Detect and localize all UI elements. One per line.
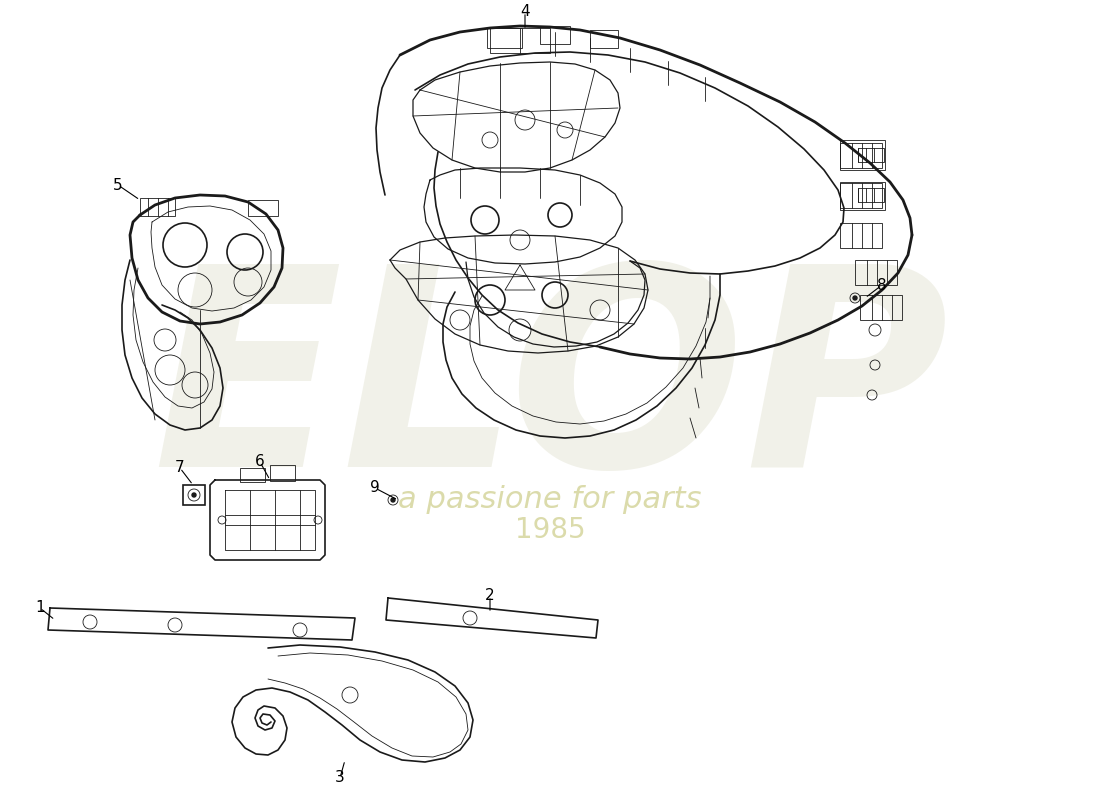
Text: a passione for parts: a passione for parts bbox=[398, 486, 702, 514]
Bar bbox=[858, 148, 884, 162]
Text: 1: 1 bbox=[35, 601, 45, 615]
Text: 8: 8 bbox=[877, 278, 887, 293]
Text: 4: 4 bbox=[520, 5, 530, 19]
Bar bbox=[270, 465, 295, 481]
Bar bbox=[240, 468, 265, 482]
Text: ELOP: ELOP bbox=[152, 255, 948, 525]
Text: 7: 7 bbox=[175, 461, 185, 475]
Bar bbox=[855, 260, 896, 285]
Bar bbox=[183, 485, 205, 505]
Circle shape bbox=[852, 296, 857, 300]
Bar bbox=[487, 28, 522, 48]
Bar bbox=[858, 188, 884, 202]
Text: 6: 6 bbox=[255, 454, 265, 470]
Bar bbox=[840, 223, 882, 248]
Text: 1985: 1985 bbox=[515, 516, 585, 544]
Bar bbox=[490, 28, 550, 53]
Bar bbox=[248, 200, 278, 216]
Bar bbox=[860, 295, 902, 320]
Bar bbox=[840, 143, 882, 168]
Bar bbox=[540, 26, 570, 44]
Circle shape bbox=[390, 498, 395, 502]
Bar bbox=[590, 30, 618, 48]
Bar bbox=[840, 182, 886, 210]
Bar bbox=[840, 140, 886, 170]
Text: 2: 2 bbox=[485, 589, 495, 603]
Bar bbox=[840, 183, 882, 208]
Text: 5: 5 bbox=[113, 178, 123, 193]
Text: 9: 9 bbox=[370, 481, 379, 495]
Text: 3: 3 bbox=[336, 770, 345, 786]
Circle shape bbox=[192, 493, 196, 497]
Bar bbox=[140, 198, 175, 216]
